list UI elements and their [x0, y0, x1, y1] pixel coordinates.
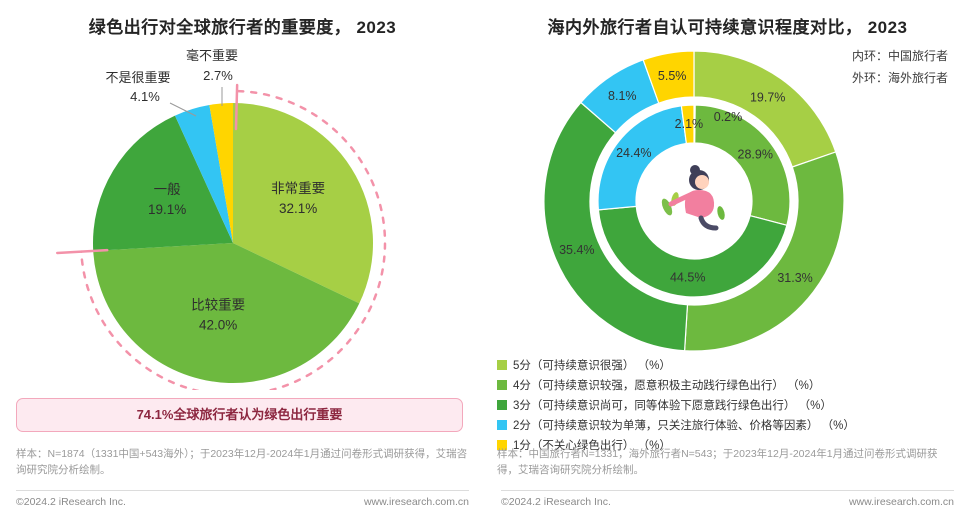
legend-label: 3分（可持续意识尚可，同等体验下愿意践行绿色出行） （%）	[513, 400, 832, 412]
pie-label-value-非常重要: 32.1%	[279, 201, 317, 216]
highlight-tick	[56, 248, 109, 255]
copyright-text: ©2024.2 iResearch Inc.	[16, 496, 126, 508]
pie-label-value-毫不重要: 2.7%	[203, 68, 233, 83]
donut-outer-label-1分: 5.5%	[658, 69, 687, 83]
ring-legend: 内环：中国旅行者 外环：海外旅行者	[852, 45, 948, 89]
left-chart-title: 绿色出行对全球旅行者的重要度， 2023	[88, 18, 397, 37]
donut-inner-label-2分: 24.4%	[616, 146, 651, 160]
illustration-shape	[695, 175, 709, 189]
highlight-dashed-arc	[79, 89, 387, 390]
pie-label-name-比较重要: 比较重要	[191, 298, 245, 313]
donut-inner-label-4分: 28.9%	[738, 147, 773, 161]
donut-inner-label-3分: 44.5%	[670, 271, 705, 285]
pie-segment-毫不重要	[209, 103, 233, 243]
donut-inner-segment-3分	[597, 205, 788, 298]
ring-legend-inner: 内环：中国旅行者	[851, 49, 948, 63]
legend-label: 1分（不关心绿色出行） （%）	[513, 440, 671, 452]
legend-item-4分: 4分（可持续意识较强，愿意积极主动践行绿色出行） （%）	[497, 377, 855, 393]
highlight-callout: 74.1%全球旅行者认为绿色出行重要	[16, 398, 463, 432]
legend-swatch-icon	[497, 420, 507, 430]
legend-label: 2分（可持续意识较为单薄，只关注旅行体验、价格等因素） （%）	[513, 420, 855, 432]
legend-label: 5分（可持续意识很强） （%）	[513, 360, 671, 372]
ring-legend-outer: 外环：海外旅行者	[851, 71, 948, 86]
left-chart-panel: 绿色出行对全球旅行者的重要度， 2023 非常重要 32.1% 比较重要 42.0% 一…	[16, 18, 469, 508]
donut-inner-segment-4分	[694, 104, 791, 227]
donut-inner-segment-2分	[597, 105, 688, 211]
right-chart-title: 海内外旅行者自认可持续意识程度对比， 2023	[547, 18, 908, 37]
donut-outer-label-2分: 8.1%	[608, 89, 637, 103]
pie-label-value-比较重要: 42.0%	[199, 318, 237, 333]
legend-item-5分: 5分（可持续意识很强） （%）	[497, 357, 855, 373]
sustainability-donut-chart: 0.2% 28.9% 44.5% 24.4% 2.1% 19.7% 31.3% 35.4% 8.…	[543, 50, 845, 352]
donut-outer-label-3分: 35.4%	[559, 243, 594, 257]
donut-outer-label-5分: 19.7%	[750, 91, 785, 105]
legend-swatch-icon	[497, 400, 507, 410]
illustration-shape	[717, 206, 725, 220]
illustration-shape	[661, 198, 673, 216]
donut-inner-segment-1分	[680, 104, 695, 145]
label-leader-line	[169, 102, 197, 117]
legend-item-1分: 1分（不关心绿色出行） （%）	[497, 437, 855, 453]
pie-label-name-非常重要: 非常重要	[271, 181, 325, 196]
person-illustration	[661, 165, 725, 231]
pie-label-value-不是很重要: 4.1%	[130, 89, 160, 104]
legend-item-2分: 2分（可持续意识较为单薄，只关注旅行体验、价格等因素） （%）	[497, 417, 855, 433]
importance-pie-chart: 非常重要 32.1% 比较重要 42.0% 一般 19.1% 不是很重要 4.1% 毫不重要 2.…	[56, 48, 387, 390]
illustration-shape	[698, 215, 719, 231]
copyright-text: ©2024.2 iResearch Inc.	[501, 496, 611, 508]
donut-inner-label-1分: 2.1%	[675, 117, 704, 131]
donut-inner-label-5分: 0.2%	[714, 110, 743, 124]
pie-segment-比较重要	[93, 243, 360, 384]
legend-swatch-icon	[497, 380, 507, 390]
pie-label-value-一般: 19.1%	[148, 202, 186, 217]
website-text: www.iresearch.com.cn	[363, 496, 469, 508]
pie-segment-一般	[92, 115, 233, 251]
right-chart-panel: 海内外旅行者自认可持续意识程度对比， 2023 内环：中国旅行者 外环：海外旅行…	[485, 0, 970, 513]
highlight-tick	[234, 83, 239, 131]
website-text: www.iresearch.com.cn	[848, 496, 954, 508]
legend-swatch-icon	[497, 360, 507, 370]
right-sample-note: 样本：中国旅行者N=1331，海外旅行者N=543；于2023年12月-2024…	[497, 448, 938, 476]
pie-segment-非常重要	[233, 103, 373, 304]
right-footer: ©2024.2 iResearch Inc. www.iresearch.com…	[501, 490, 954, 508]
pie-label-name-一般: 一般	[154, 182, 181, 197]
illustration-shape	[684, 190, 715, 218]
left-sample-note: 样本：N=1874（1331中国+543海外）；于2023年12月-2024年1…	[16, 448, 468, 476]
donut-outer-segment-3分	[543, 101, 689, 352]
legend-label: 4分（可持续意识较强，愿意积极主动践行绿色出行） （%）	[513, 380, 821, 392]
legend-swatch-icon	[497, 440, 507, 450]
pie-label-name-不是很重要: 不是很重要	[105, 70, 170, 85]
score-legend: 5分（可持续意识很强） （%） 4分（可持续意识较强，愿意积极主动践行绿色出行） …	[497, 357, 855, 457]
donut-outer-label-4分: 31.3%	[777, 271, 812, 285]
pie-segment-不是很重要	[174, 105, 233, 243]
left-footer: ©2024.2 iResearch Inc. www.iresearch.com…	[16, 490, 469, 508]
pie-label-name-毫不重要: 毫不重要	[186, 48, 238, 63]
legend-item-3分: 3分（可持续意识尚可，同等体验下愿意践行绿色出行） （%）	[497, 397, 855, 413]
donut-outer-segment-1分	[642, 50, 695, 104]
